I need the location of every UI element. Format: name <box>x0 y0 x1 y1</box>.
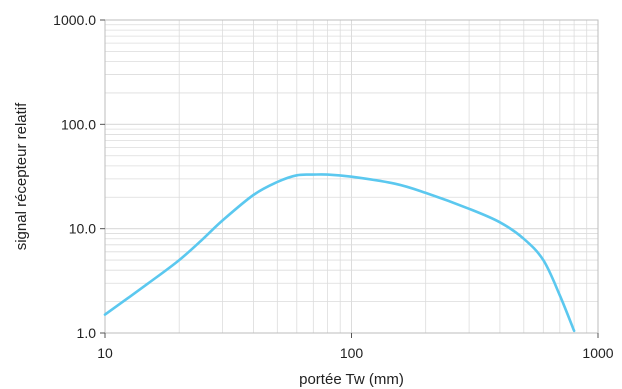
y-tick-label: 100.0 <box>61 116 96 132</box>
y-axis-label: signal récepteur relatif <box>13 102 30 250</box>
y-tick-label: 1000.0 <box>53 12 96 28</box>
x-tick-label: 1000 <box>582 345 613 361</box>
y-tick-labels: 1.0 10.0 100.0 1000.0 <box>53 12 105 341</box>
x-axis-label: portée Tw (mm) <box>299 371 404 388</box>
y-tick-label: 10.0 <box>69 221 96 237</box>
series-line <box>103 173 576 333</box>
x-tick-label: 100 <box>340 345 364 361</box>
grid <box>104 19 599 334</box>
x-tick-labels: 10 100 1000 <box>97 333 614 361</box>
x-tick-label: 10 <box>97 345 113 361</box>
y-tick-label: 1.0 <box>77 325 97 341</box>
